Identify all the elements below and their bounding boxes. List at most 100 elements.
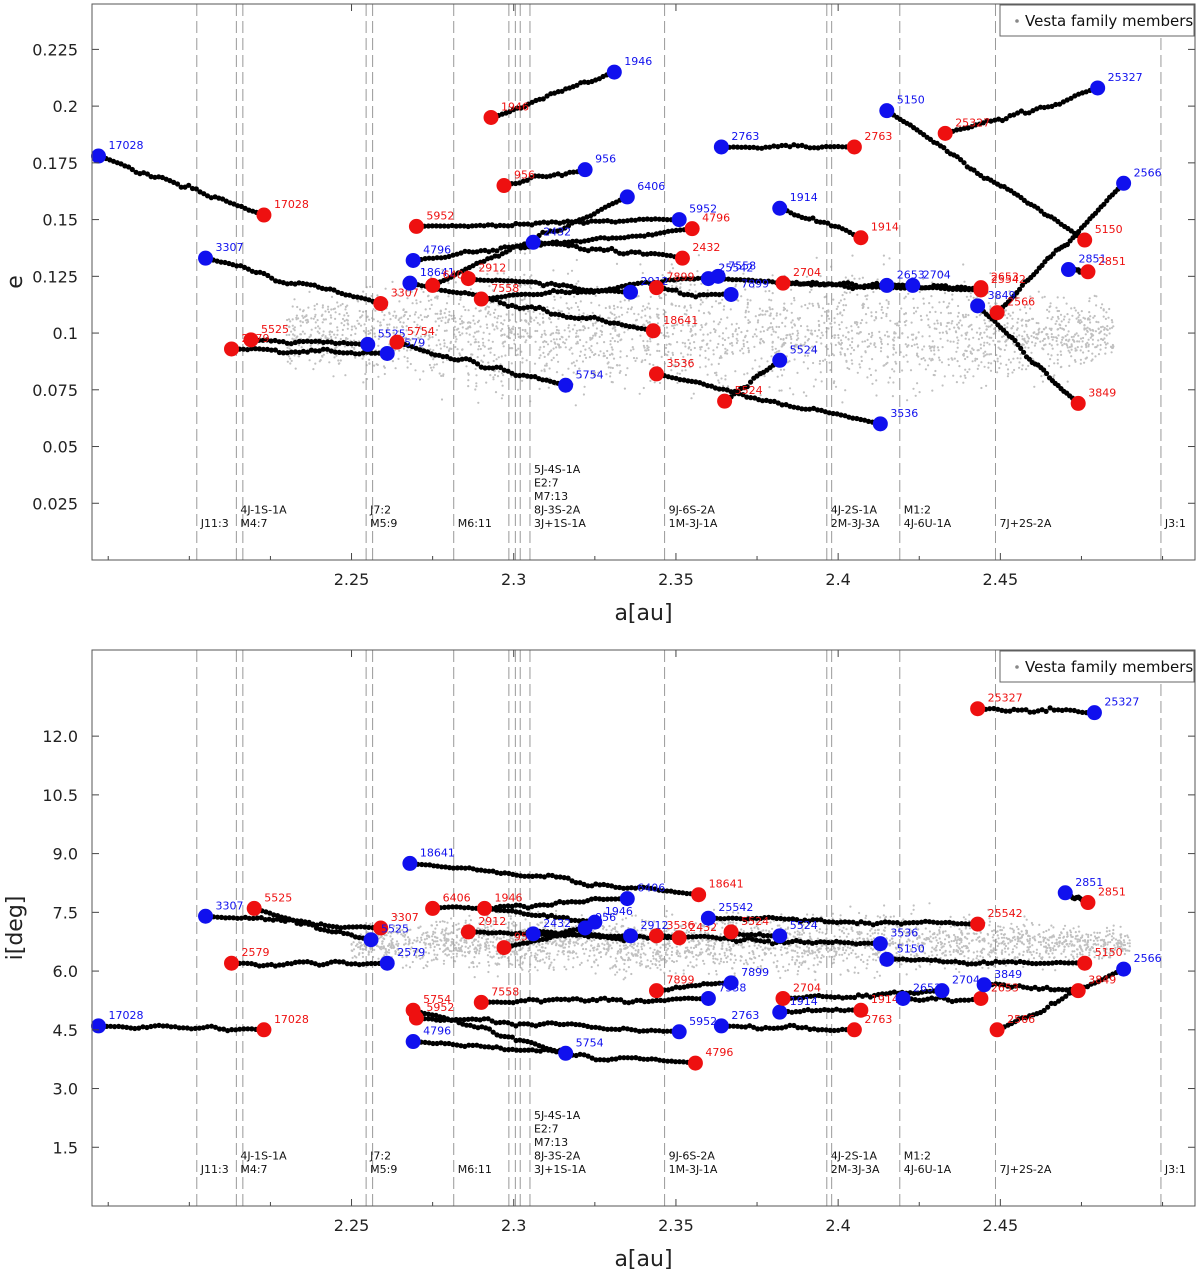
family-member-point — [299, 320, 302, 323]
family-member-point — [956, 346, 959, 349]
family-member-point — [594, 294, 597, 297]
family-member-point — [721, 298, 724, 301]
family-member-point — [423, 941, 426, 944]
family-member-point — [582, 329, 585, 332]
family-member-point — [579, 338, 582, 342]
family-member-point — [1041, 330, 1044, 333]
family-member-point — [1085, 346, 1088, 349]
family-member-point — [642, 305, 645, 308]
family-member-point — [794, 961, 797, 964]
family-member-point — [544, 921, 547, 924]
family-member-point — [684, 345, 687, 348]
family-member-point — [444, 316, 447, 319]
family-member-point — [381, 942, 384, 945]
family-member-point — [1063, 315, 1066, 318]
family-member-point — [645, 319, 648, 322]
track-point — [428, 351, 435, 357]
family-member-point — [885, 312, 888, 316]
family-member-point — [594, 374, 597, 377]
family-member-point — [677, 954, 680, 958]
family-member-point — [838, 323, 841, 326]
family-member-point — [1097, 321, 1100, 324]
family-member-point — [457, 943, 460, 946]
family-member-point — [477, 401, 480, 404]
resonance-label: 1M-3J-1A — [669, 517, 718, 530]
track-point — [551, 172, 557, 178]
family-member-point — [1024, 340, 1027, 343]
family-member-point — [614, 930, 618, 933]
family-member-point — [291, 337, 294, 340]
track-point — [546, 240, 552, 246]
family-member-point — [395, 326, 398, 329]
family-member-point — [502, 936, 505, 939]
family-member-point — [626, 328, 630, 331]
track-point — [591, 314, 598, 320]
family-member-point — [1004, 309, 1008, 312]
family-member-point — [850, 359, 853, 362]
family-member-point — [916, 382, 919, 385]
family-member-point — [897, 945, 900, 949]
family-member-point — [700, 282, 703, 285]
family-member-point — [669, 343, 672, 346]
family-member-point — [886, 361, 889, 364]
family-member-point — [1101, 303, 1104, 306]
y-tick-label: 0.175 — [32, 154, 78, 173]
family-member-point — [356, 319, 359, 322]
family-member-point — [705, 322, 708, 325]
track-point — [461, 223, 467, 229]
family-member-point — [293, 298, 296, 301]
track-point — [865, 284, 871, 290]
track-point — [815, 145, 821, 151]
family-member-point — [806, 339, 809, 342]
end-position-marker — [853, 230, 869, 246]
track-point — [641, 233, 647, 239]
family-member-point — [521, 937, 524, 940]
start-position-marker — [723, 286, 739, 302]
family-member-point — [966, 370, 969, 374]
family-member-point — [1039, 935, 1042, 938]
track-point — [810, 215, 816, 221]
family-member-point — [1000, 951, 1003, 954]
family-member-point — [971, 360, 974, 363]
family-member-point — [464, 921, 467, 924]
family-member-point — [1080, 345, 1083, 348]
family-member-point — [435, 363, 438, 366]
family-member-point — [861, 276, 865, 279]
family-member-point — [1044, 326, 1048, 329]
family-member-point — [538, 387, 541, 390]
family-member-point — [790, 288, 793, 291]
family-member-point — [1063, 948, 1066, 951]
family-member-point — [1022, 950, 1025, 953]
family-member-point — [886, 330, 889, 333]
family-member-point — [539, 346, 542, 349]
family-member-point — [652, 957, 655, 960]
track-point — [1018, 345, 1024, 351]
family-member-point — [883, 334, 887, 337]
family-member-point — [397, 953, 400, 956]
track-point — [636, 216, 643, 222]
family-member-point — [743, 373, 746, 376]
family-member-point — [962, 316, 965, 319]
family-member-point — [1007, 358, 1011, 361]
family-member-point — [989, 955, 992, 958]
family-member-point — [616, 340, 620, 343]
family-member-point — [432, 930, 435, 934]
family-member-point — [1084, 333, 1087, 336]
family-member-point — [541, 316, 545, 320]
family-member-point — [678, 362, 681, 365]
family-member-point — [887, 381, 890, 384]
family-member-point — [1030, 334, 1033, 338]
end-position-marker — [496, 178, 512, 194]
family-member-point — [817, 319, 820, 323]
family-member-point — [714, 330, 717, 334]
family-member-point — [686, 322, 689, 325]
family-member-point — [807, 329, 810, 332]
family-member-point — [676, 372, 679, 375]
family-member-point — [341, 333, 344, 337]
family-member-point — [972, 336, 975, 339]
family-member-point — [915, 310, 918, 313]
family-member-point — [842, 304, 845, 307]
family-member-point — [1094, 346, 1097, 349]
track-point — [509, 302, 515, 308]
family-member-point — [608, 925, 611, 928]
